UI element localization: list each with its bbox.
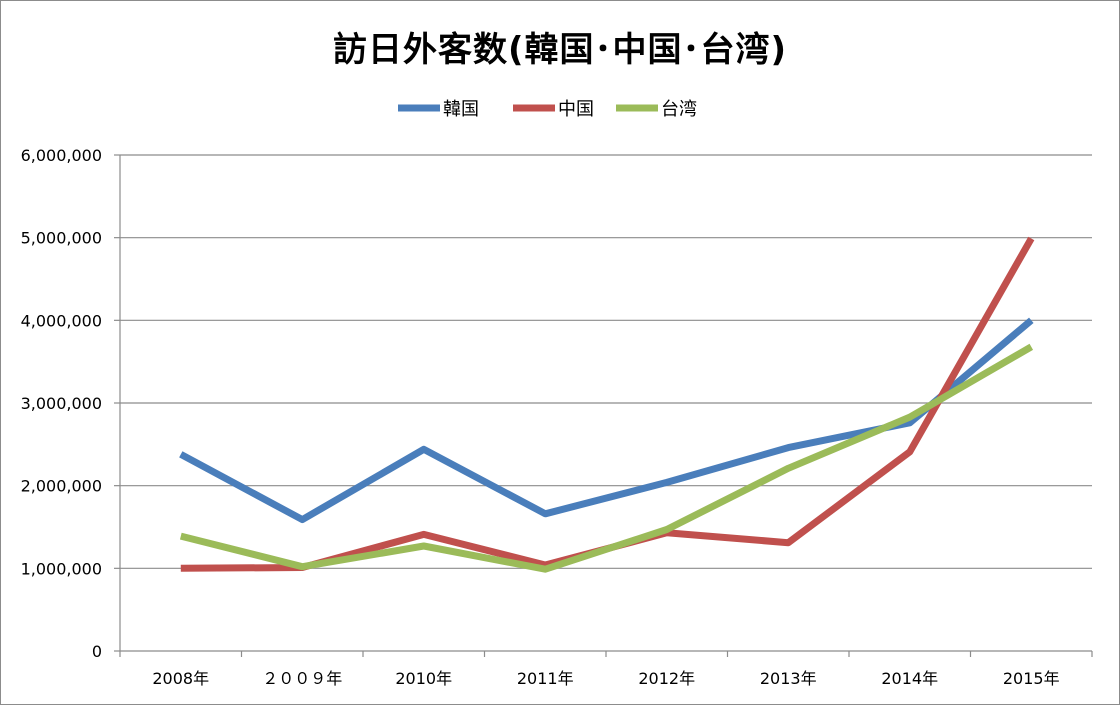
y-tick-label: 6,000,000 (21, 146, 102, 165)
x-tick-label: ２００９年 (262, 669, 342, 688)
y-tick-label: 3,000,000 (21, 394, 102, 413)
x-tick-label: 2008年 (152, 669, 209, 688)
legend-label: 韓国 (443, 99, 479, 120)
y-tick-label: 4,000,000 (21, 311, 102, 330)
x-tick-label: 2010年 (395, 669, 452, 688)
x-tick-label: 2015年 (1003, 669, 1060, 688)
x-tick-label: 2014年 (881, 669, 938, 688)
y-tick-label: 1,000,000 (21, 559, 102, 578)
y-tick-label: 5,000,000 (21, 229, 102, 248)
y-tick-label: 2,000,000 (21, 477, 102, 496)
x-tick-label: 2012年 (638, 669, 695, 688)
legend-label: 中国 (558, 99, 594, 120)
x-tick-label: 2011年 (517, 669, 574, 688)
x-tick-label: 2013年 (760, 669, 817, 688)
chart-title: 訪日外客数(韓国･中国･台湾) (332, 30, 788, 70)
series-line-台湾 (179, 343, 1034, 573)
legend-label: 台湾 (661, 99, 697, 120)
y-tick-label: 0 (92, 642, 102, 661)
